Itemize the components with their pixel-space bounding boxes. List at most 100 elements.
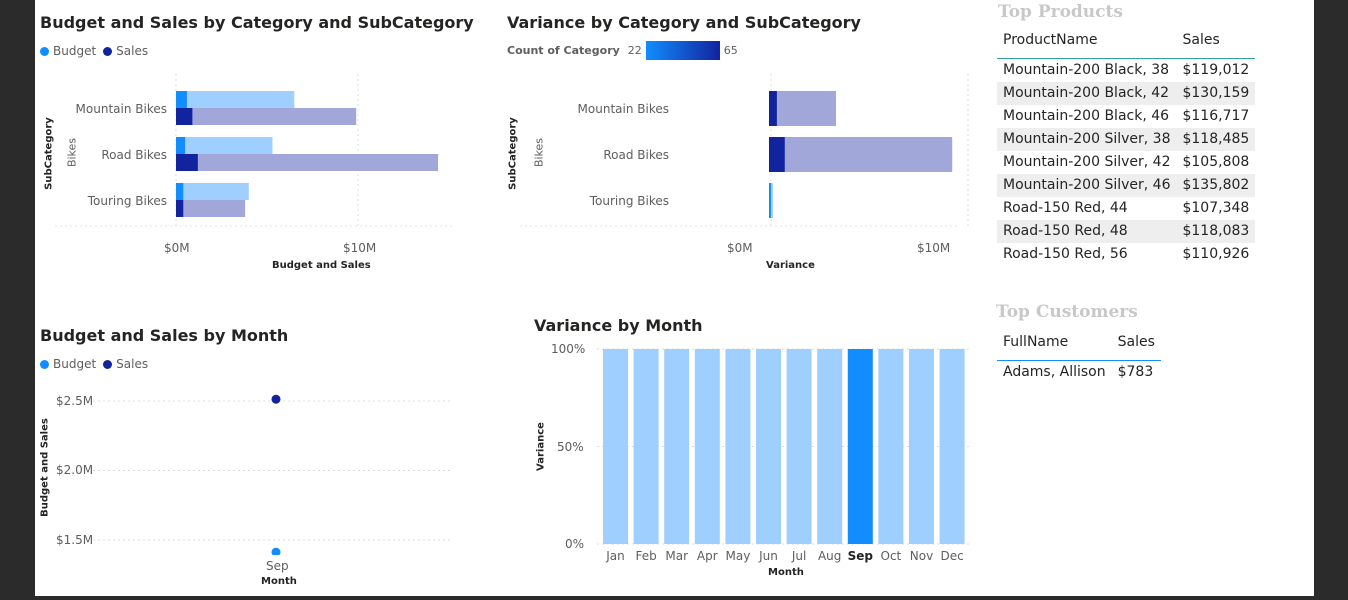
variance-month-bar[interactable] xyxy=(878,349,904,544)
variance-month-bar[interactable] xyxy=(664,349,690,544)
table-cell: $116,717 xyxy=(1182,108,1250,124)
x-month-label: Aug xyxy=(817,549,842,563)
variance-bar-highlight[interactable] xyxy=(769,183,771,218)
y-category-label: Touring Bikes xyxy=(87,194,167,208)
table-cell: Mountain-200 Black, 46 xyxy=(1003,108,1170,124)
x-month-label: Dec xyxy=(940,549,964,563)
y-tick-label: $2.5M xyxy=(56,394,94,408)
y-category-label: Mountain Bikes xyxy=(578,102,669,116)
variance-bar-highlight[interactable] xyxy=(769,137,785,172)
variance-bar[interactable] xyxy=(769,91,836,126)
table-cell: $118,083 xyxy=(1176,220,1256,243)
table-cell: Adams, Allison xyxy=(1003,364,1106,380)
top-products-table[interactable]: ProductName Sales Mountain-200 Black, 38… xyxy=(997,28,1256,266)
y-axis-title: SubCategory xyxy=(43,117,55,190)
chart-legend[interactable]: Budget Sales xyxy=(40,44,148,58)
top-customers-table[interactable]: FullName Sales Adams, Allison $783 xyxy=(997,330,1161,384)
y-tick-label: $2.0M xyxy=(56,463,94,477)
table-cell: $107,348 xyxy=(1182,200,1250,216)
table-title: Top Customers xyxy=(996,302,1138,322)
budget-bar-highlight[interactable] xyxy=(176,137,186,154)
y-tick-label: 100% xyxy=(551,342,586,356)
budget-bar[interactable] xyxy=(176,137,273,154)
legend-budget-label: Budget xyxy=(53,44,97,58)
variance-bar[interactable] xyxy=(769,137,953,172)
budget-point[interactable] xyxy=(271,547,281,555)
legend-sales-marker xyxy=(103,359,113,369)
x-month-label: Apr xyxy=(696,549,718,563)
x-month-label: Mar xyxy=(665,549,688,563)
table-row[interactable]: Road-150 Red, 56 $110,926 xyxy=(997,243,1255,266)
budget-bar-highlight[interactable] xyxy=(176,183,184,200)
variance-month-bar[interactable] xyxy=(725,349,751,544)
table-row[interactable]: Mountain-200 Black, 42 $130,159 xyxy=(997,82,1256,105)
chart-title: Budget and Sales by Category and SubCate… xyxy=(40,13,474,32)
sales-bar[interactable] xyxy=(176,108,357,125)
variance-month-bar[interactable] xyxy=(756,349,781,544)
y-tick-label: 0% xyxy=(565,537,585,551)
table-row[interactable]: Road-150 Red, 48 $118,083 xyxy=(997,220,1256,243)
table-cell: $118,485 xyxy=(1176,128,1256,151)
variance-month-bars-plot[interactable] xyxy=(597,340,972,550)
variance-month-bar[interactable] xyxy=(909,349,934,544)
table-row[interactable]: Mountain-200 Silver, 46 $135,802 xyxy=(997,174,1256,197)
table-row[interactable]: Road-150 Red, 44 $107,348 xyxy=(997,197,1255,220)
budget-bar-highlight[interactable] xyxy=(176,91,187,108)
variance-month-bar[interactable] xyxy=(633,349,659,544)
sales-bar-highlight[interactable] xyxy=(176,108,193,125)
legend-sales-marker xyxy=(103,46,113,56)
y-category-label: Mountain Bikes xyxy=(76,102,167,116)
table-row[interactable]: Adams, Allison $783 xyxy=(997,361,1161,385)
y-axis-title: Variance xyxy=(535,422,547,471)
variance-bar-highlight[interactable] xyxy=(769,91,777,126)
gradient-legend: Count of Category 22 65 xyxy=(507,41,738,60)
variance-month-bar[interactable] xyxy=(694,349,720,544)
budget-bar[interactable] xyxy=(176,91,295,108)
x-month-label: Feb xyxy=(635,549,657,563)
x-month-label: Sep xyxy=(847,549,873,563)
chart-legend[interactable]: Budget Sales xyxy=(40,357,148,371)
table-row[interactable]: Mountain-200 Silver, 42 $105,808 xyxy=(997,151,1255,174)
variance-month-bar[interactable] xyxy=(603,349,628,544)
y-axis-title: SubCategory xyxy=(507,117,519,190)
variance-bars-plot[interactable]: Mountain Bikes Road Bikes Touring Bikes xyxy=(520,60,970,250)
sales-bar[interactable] xyxy=(176,154,439,171)
sales-bar-highlight[interactable] xyxy=(176,200,184,217)
table-cell: $130,159 xyxy=(1176,82,1256,105)
legend-budget-marker xyxy=(40,359,49,369)
x-month-label: May xyxy=(725,549,751,563)
x-axis-title: Budget and Sales xyxy=(272,260,371,271)
column-header-fullname[interactable]: FullName xyxy=(1003,334,1069,350)
variance-month-bar[interactable] xyxy=(786,349,812,544)
y-tick-label: 50% xyxy=(557,440,584,454)
y-axis-title: Budget and Sales xyxy=(39,418,51,517)
x-month-label: Jul xyxy=(791,549,807,563)
variance-month-bar[interactable] xyxy=(939,349,965,544)
sales-bar[interactable] xyxy=(176,200,246,217)
table-cell: Road-150 Red, 48 xyxy=(997,220,1177,243)
budget-bar[interactable] xyxy=(176,183,249,200)
table-row[interactable]: Mountain-200 Silver, 38 $118,485 xyxy=(997,128,1256,151)
x-tick-label: $10M xyxy=(917,241,951,255)
column-header-sales[interactable]: Sales xyxy=(1117,334,1155,350)
x-month-label: Jan xyxy=(606,549,625,563)
table-cell: Mountain-200 Silver, 38 xyxy=(997,128,1177,151)
variance-month-bar[interactable] xyxy=(817,349,843,544)
table-title: Top Products xyxy=(998,2,1123,22)
column-header-sales[interactable]: Sales xyxy=(1182,32,1220,48)
chart-title: Variance by Month xyxy=(534,316,703,335)
legend-sales-label: Sales xyxy=(116,357,149,371)
month-scatter-plot[interactable] xyxy=(93,380,455,555)
column-header-productname[interactable]: ProductName xyxy=(1003,32,1098,48)
table-row[interactable]: Mountain-200 Black, 46 $116,717 xyxy=(997,105,1255,128)
sales-bar-highlight[interactable] xyxy=(176,154,198,171)
x-tick-label: $0M xyxy=(727,241,753,255)
sales-point[interactable] xyxy=(271,394,281,404)
gradient-min-label: 22 xyxy=(627,44,642,57)
report-canvas: Budget and Sales by Category and SubCate… xyxy=(35,0,1314,596)
y-category-label: Touring Bikes xyxy=(589,194,669,208)
table-row[interactable]: Mountain-200 Black, 38 $119,012 xyxy=(997,59,1255,83)
category-bars-plot[interactable]: Mountain Bikes Road Bikes Touring Bikes xyxy=(55,60,475,250)
variance-month-bar[interactable] xyxy=(847,349,873,544)
x-axis-title: Month xyxy=(768,567,804,578)
